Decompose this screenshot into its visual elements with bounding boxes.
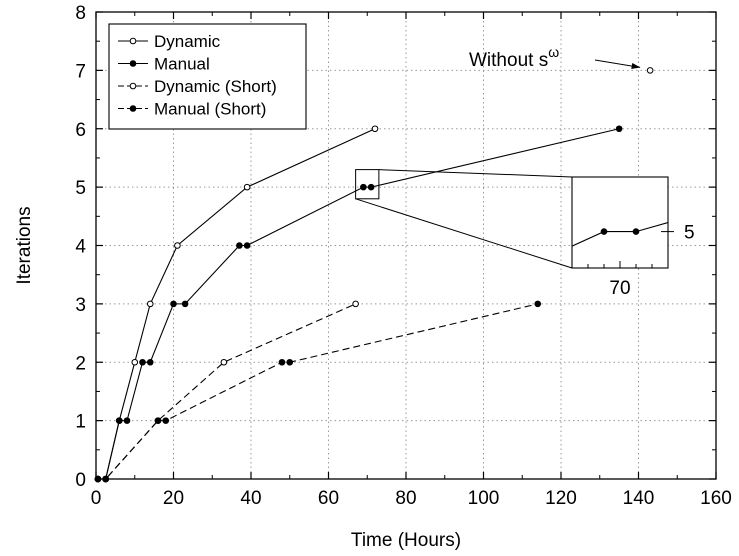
x-axis-title: Time (Hours): [351, 530, 461, 551]
data-point-dynamic: [371, 125, 379, 133]
data-point-without-s-omega: [646, 67, 654, 74]
x-tick-label: 120: [545, 488, 577, 509]
data-point-manual: [170, 300, 177, 308]
y-tick-label: 0: [75, 470, 86, 491]
data-point-manual-short: [162, 417, 170, 424]
legend-label-dynamic-short: Dynamic (Short): [154, 77, 277, 96]
data-point-manual-short: [278, 358, 286, 366]
data-point-manual-short: [102, 475, 109, 483]
zoom-connector-line: [355, 198, 573, 269]
x-tick-label: 140: [623, 488, 655, 509]
data-point-dynamic: [174, 242, 181, 249]
legend-marker-dynamic: [129, 37, 137, 45]
inset-series-line: [572, 221, 668, 247]
inset-frame: [571, 176, 669, 269]
y-tick-label: 2: [75, 353, 86, 374]
data-point-manual-short: [286, 358, 294, 366]
annotation-arrow-head: [631, 62, 641, 70]
data-point-manual-short: [534, 300, 542, 308]
data-point-manual: [146, 358, 154, 366]
data-point-manual: [123, 417, 131, 424]
x-tick-label: 0: [91, 488, 102, 509]
legend-marker-dynamic-short: [129, 82, 137, 90]
data-point-manual: [615, 125, 623, 133]
data-point-manual: [181, 300, 189, 308]
annotation: Without sω: [469, 44, 654, 74]
inset-data-point: [600, 228, 608, 235]
data-point-manual: [360, 183, 367, 191]
legend: Dynamic Manual Dynamic (Short) Manual (Shor…: [108, 23, 307, 130]
data-point-dynamic: [131, 358, 139, 366]
zoom-connector-line: [378, 169, 573, 178]
inset-x-tick-label: 70: [609, 278, 630, 299]
x-tick-label: 100: [468, 488, 500, 509]
x-tick-label: 60: [318, 488, 339, 509]
x-tick-label: 80: [395, 488, 416, 509]
inset-y-tick-label: 5: [684, 223, 695, 244]
x-tick-label: 40: [240, 488, 261, 509]
y-tick-label: 6: [75, 120, 86, 141]
y-tick-label: 7: [75, 61, 86, 82]
y-tick-label: 4: [75, 237, 86, 258]
inset-data-point: [632, 228, 640, 235]
zoom-region-box: [355, 169, 380, 200]
data-point-manual: [139, 358, 146, 366]
y-tick-label: 5: [75, 178, 86, 199]
y-tick-label: 3: [75, 295, 86, 316]
y-axis-title: Iterations: [14, 206, 35, 284]
series-manual-short: [94, 300, 542, 483]
data-point-manual-short: [154, 417, 162, 424]
data-point-manual: [243, 242, 251, 249]
legend-marker-manual: [129, 60, 137, 67]
data-point-manual: [115, 417, 123, 424]
y-tick-label: 1: [75, 412, 86, 433]
data-point-dynamic: [146, 300, 154, 308]
x-tick-label: 160: [700, 488, 732, 509]
data-point-dynamic-short: [352, 300, 359, 308]
series-line-manual-short: [97, 303, 538, 480]
data-point-manual: [236, 242, 243, 249]
legend-label-dynamic: Dynamic: [154, 32, 221, 51]
y-tick-label: 8: [75, 3, 86, 24]
series-layer: [94, 125, 623, 483]
x-tick-label: 20: [163, 488, 184, 509]
data-point-dynamic: [243, 183, 251, 191]
inset-zoom: 70 5: [355, 169, 695, 299]
data-point-dynamic-short: [220, 358, 228, 366]
series-line-dynamic-short: [97, 303, 356, 480]
legend-label-manual-short: Manual (Short): [154, 100, 266, 119]
data-point-manual: [367, 183, 375, 191]
legend-label-manual: Manual: [154, 55, 210, 74]
legend-marker-manual-short: [129, 105, 137, 112]
data-point-manual-short: [94, 475, 102, 483]
annotation-label: Without sω: [469, 44, 559, 71]
axis-ticks: 0 20 40 60 80 100 120 140 160 0 1 2 3 4 5 6 7 8: [75, 3, 731, 509]
